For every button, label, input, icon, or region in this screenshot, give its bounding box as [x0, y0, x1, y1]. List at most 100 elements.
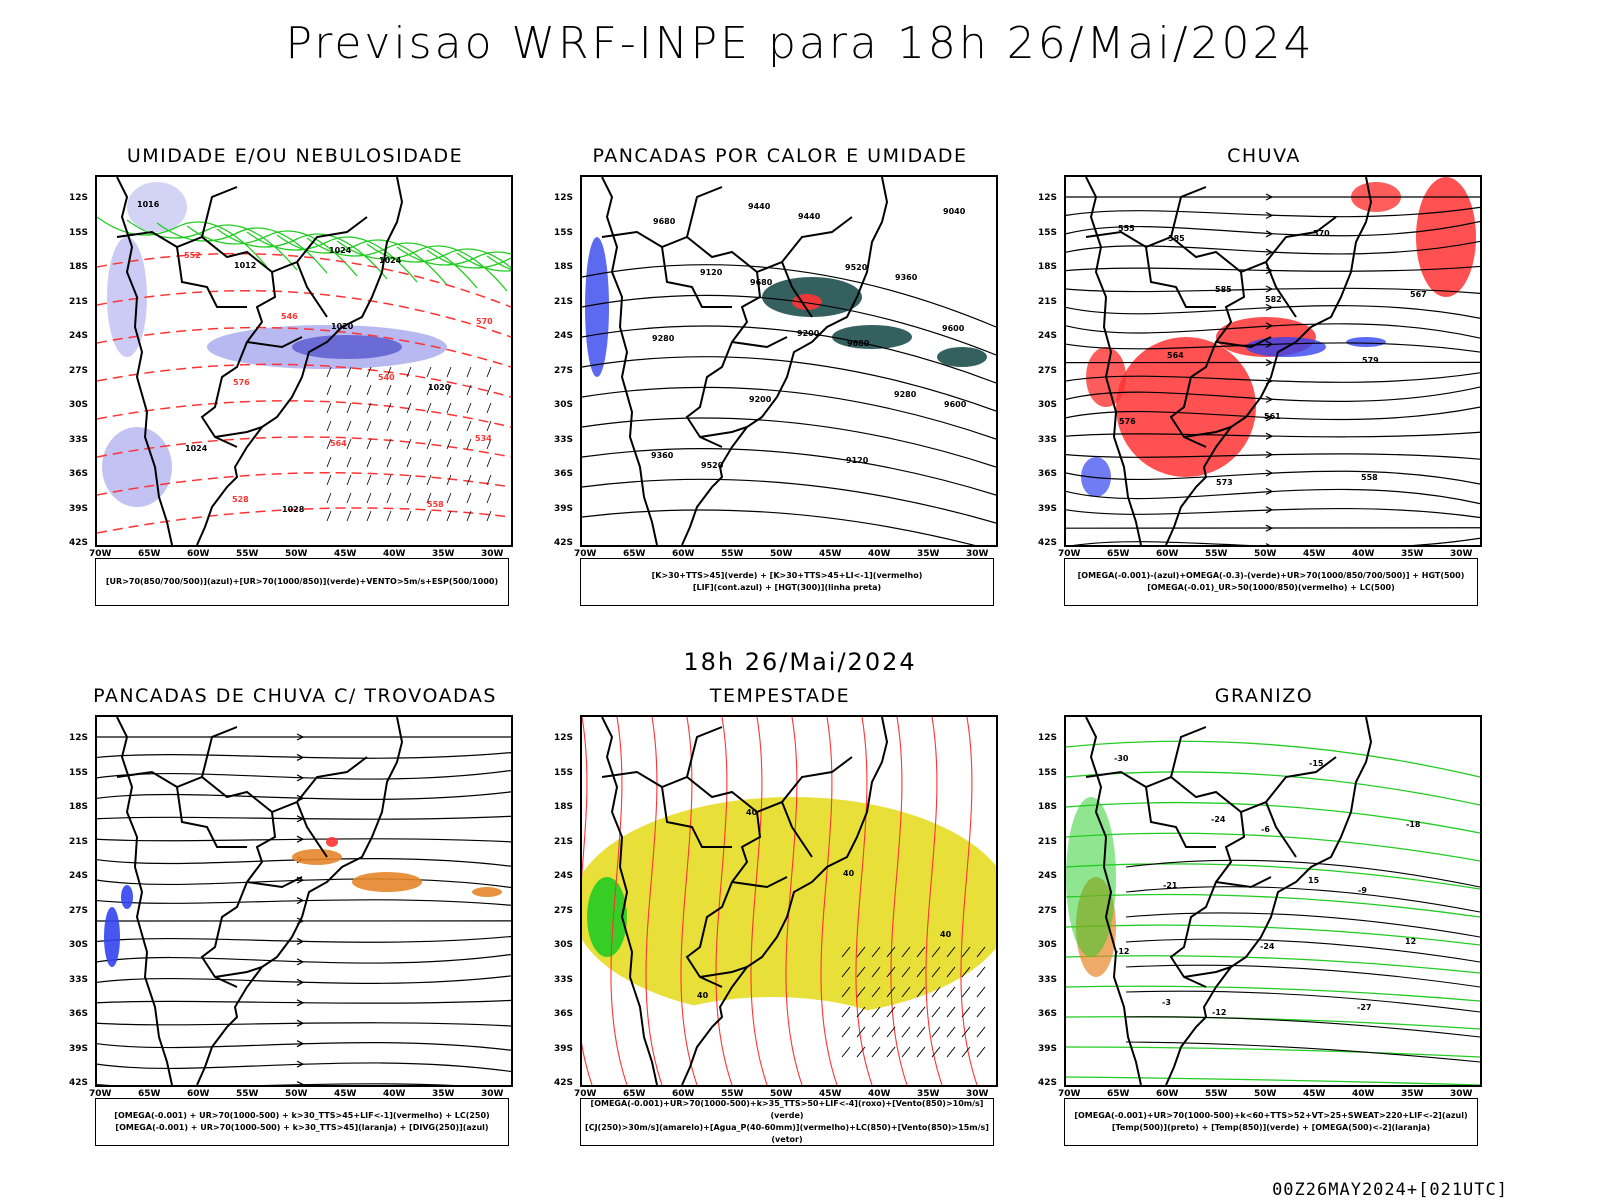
lat-tick-label: 33S	[69, 974, 89, 985]
contour-label: 9360	[651, 451, 674, 460]
lat-tick-label: 12S	[69, 733, 89, 743]
legend-line: [OMEGA(-0.001) + UR>70(1000-500) + k>30_…	[114, 1111, 490, 1120]
contour-label: 1012	[234, 261, 256, 270]
lat-tick-label: 30S	[69, 940, 89, 950]
lon-tick-label: 55W	[1205, 1089, 1228, 1099]
lat-tick-label: 15S	[1038, 767, 1058, 778]
map-svg: 1016 1012 1020 1020 1024 1028 1024 570 576 564 558…	[97, 177, 511, 545]
lon-tick-label: 50W	[285, 1089, 308, 1099]
lat-tick-label: 24S	[554, 871, 574, 881]
contour-label: 558	[1361, 473, 1378, 482]
main-title: Previsao WRF-INPE para 18h 26/Mai/2024	[285, 18, 1315, 69]
contour-label: 9440	[798, 212, 821, 221]
contour-label: 1028	[282, 505, 305, 514]
lat-tick-label: 24S	[69, 871, 89, 881]
lat-tick-label: 42S	[554, 538, 574, 548]
lon-tick-label: 45W	[1303, 549, 1326, 559]
lon-tick-label: 65W	[138, 1089, 161, 1099]
contour-label: 9680	[653, 217, 676, 226]
lon-tick-label: 40W	[383, 549, 406, 559]
contour-label: 1024	[379, 256, 402, 265]
lat-tick-label: 18S	[554, 802, 574, 812]
contour-label: 40	[697, 991, 709, 1000]
panel-legend: [OMEGA(-0.001)+UR>70(1000-500)+k>35_TTS>…	[580, 1098, 994, 1146]
lat-tick-label: 18S	[1038, 262, 1058, 272]
lat-tick-label: 24S	[554, 331, 574, 341]
panel-tempestade: TEMPESTADE 40 40 40 40 12S 15S 18S 21S 24S 27S 30S 3…	[554, 685, 1000, 1185]
lat-tick-label: 30S	[1038, 400, 1058, 410]
lat-tick-label: 18S	[69, 262, 89, 272]
lat-tick-label: 33S	[1038, 434, 1058, 445]
contour-label: -15	[1309, 759, 1324, 768]
lon-tick-label: 65W	[623, 549, 646, 559]
lon-tick-label: 70W	[574, 549, 597, 559]
lat-tick-label: 39S	[554, 503, 574, 514]
forecast-map	[95, 715, 513, 1087]
contour-label: 1016	[137, 200, 160, 209]
lon-tick-label: 50W	[770, 1089, 793, 1099]
lat-tick-label: 42S	[1038, 1078, 1058, 1088]
contour-label: 9280	[652, 334, 675, 343]
lon-tick-label: 45W	[819, 549, 842, 559]
panel-title: GRANIZO	[1214, 685, 1314, 707]
contour-label: 585	[1168, 234, 1185, 243]
contour-label: 576	[1119, 417, 1136, 426]
legend-line: [OMEGA(-0.001) + UR>70(1000-500) + k>30_…	[115, 1123, 489, 1132]
contour-label: 567	[1410, 290, 1427, 299]
contour-label: 9440	[748, 202, 771, 211]
lon-tick-label: 55W	[236, 549, 259, 559]
forecast-map: -6 -9 -12 -12 -15 -18 -21 -24 -27 -30 -24 15 12 -3	[1064, 715, 1482, 1087]
contour-label: -30	[1114, 754, 1129, 763]
lon-tick-label: 70W	[89, 1089, 112, 1099]
forecast-map: 9680 9680 9680 9600 9520 9440 9360 9280 9200 9120…	[580, 175, 998, 547]
lat-tick-label: 21S	[554, 836, 574, 847]
panel-title: CHUVA	[1227, 145, 1301, 167]
contour-label: -27	[1357, 1003, 1371, 1012]
lon-tick-label: 60W	[1156, 549, 1179, 559]
lon-tick-label: 35W	[1401, 1089, 1424, 1099]
contour-label: 579	[1362, 356, 1379, 365]
lat-tick-label: 15S	[554, 767, 574, 778]
lat-tick-label: 15S	[69, 227, 89, 238]
lat-tick-label: 12S	[1038, 733, 1058, 743]
lat-tick-label: 30S	[69, 400, 89, 410]
contour-label: 9200	[797, 329, 820, 338]
panel-title: PANCADAS DE CHUVA C/ TROVOADAS	[93, 685, 497, 707]
contour-label: 555	[1118, 224, 1135, 233]
lat-tick-label: 21S	[69, 836, 89, 847]
lat-tick-label: 18S	[69, 802, 89, 812]
lon-tick-label: 35W	[917, 1089, 940, 1099]
lat-tick-label: 12S	[554, 193, 574, 203]
contour-label: 12	[1405, 937, 1416, 946]
lat-tick-label: 27S	[554, 905, 574, 916]
panel-legend: [UR>70(850/700/500)](azul)+[UR>70(1000/8…	[95, 558, 509, 606]
lat-tick-label: 39S	[1038, 503, 1058, 514]
panel-title: TEMPESTADE	[709, 685, 851, 707]
contour-label: -6	[1261, 825, 1270, 834]
lat-tick-label: 36S	[69, 469, 89, 479]
contour-label: -3	[1162, 998, 1171, 1007]
lon-tick-label: 55W	[721, 1089, 744, 1099]
lat-tick-label: 27S	[69, 905, 89, 916]
forecast-map: 40 40 40 40	[580, 715, 998, 1087]
lon-tick-label: 40W	[1352, 1089, 1375, 1099]
lon-tick-label: 65W	[138, 549, 161, 559]
lon-tick-label: 60W	[672, 549, 695, 559]
lon-tick-label: 50W	[1254, 549, 1277, 559]
contour-label: 9040	[943, 207, 966, 216]
mid-title: 18h 26/Mai/2024	[683, 648, 917, 676]
panel-granizo: GRANIZO -6 -9 -12 -12 -15 -18 -21 -24 -27 -30 -24 15…	[1038, 685, 1484, 1185]
lon-tick-label: 50W	[770, 549, 793, 559]
lon-tick-label: 40W	[868, 1089, 891, 1099]
contour-label: 573	[1216, 478, 1233, 487]
lon-tick-label: 70W	[1058, 549, 1081, 559]
lat-tick-label: 36S	[1038, 469, 1058, 479]
lon-tick-label: 60W	[1156, 1089, 1179, 1099]
contour-label: 552	[184, 251, 201, 260]
contour-label: 9520	[701, 461, 724, 470]
legend-line: [UR>70(850/700/500)](azul)+[UR>70(1000/8…	[105, 577, 499, 586]
lon-tick-label: 65W	[1107, 549, 1130, 559]
lon-tick-label: 50W	[285, 549, 308, 559]
lat-tick-label: 42S	[69, 538, 89, 548]
lat-tick-label: 36S	[1038, 1009, 1058, 1019]
